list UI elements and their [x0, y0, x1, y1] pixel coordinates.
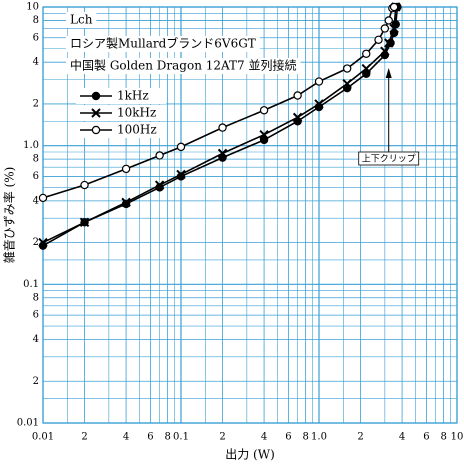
data-point — [121, 164, 131, 174]
annotation: 中国製 Golden Dragon 12AT7 並列接続 — [70, 58, 296, 73]
y-tick-label: 8 — [33, 292, 39, 303]
annotation-bg — [66, 58, 301, 74]
x-tick-label: 8 — [440, 432, 446, 443]
x-tick-label: 2 — [219, 432, 225, 443]
annotation: ロシア製Mullardブランド6V6GT — [70, 36, 256, 51]
y-tick-label: 2 — [33, 376, 39, 387]
x-tick-label: 8 — [164, 432, 170, 443]
data-point — [121, 197, 131, 208]
y-tick-label: 2 — [33, 98, 39, 109]
data-point — [292, 112, 303, 123]
y-axis-title: 雑音ひずみ率 (%) — [2, 167, 17, 264]
data-point — [361, 63, 371, 74]
data-point — [342, 64, 352, 73]
x-tick-label: 0.01 — [32, 432, 54, 443]
data-point — [384, 38, 394, 48]
plot-frame — [42, 6, 458, 424]
x-tick-label: 2 — [357, 432, 363, 443]
data-point — [380, 46, 390, 56]
data-point — [389, 23, 399, 34]
data-point — [342, 78, 352, 89]
legend-label: 100Hz — [117, 123, 157, 137]
data-point — [38, 237, 48, 248]
data-point — [176, 169, 186, 180]
data-point — [80, 180, 89, 190]
data-point — [362, 49, 371, 58]
data-point — [380, 24, 390, 33]
x-axis-title: 出力 (W) — [225, 448, 275, 462]
legend-bg — [76, 88, 166, 104]
legend-label: 10kHz — [117, 106, 156, 120]
legend-marker — [91, 108, 101, 118]
legend-bg — [76, 105, 166, 121]
x-tick-label: 6 — [285, 432, 291, 443]
legend-marker — [91, 91, 101, 101]
y-tick-label: 8 — [33, 154, 39, 165]
x-tick-label: 4 — [261, 432, 267, 443]
y-tick-label: 0.01 — [17, 418, 39, 429]
annotation: Lch — [70, 13, 93, 27]
data-point — [259, 106, 269, 115]
series-line — [42, 6, 395, 199]
data-point — [259, 129, 269, 140]
x-tick-label: 2 — [81, 432, 87, 443]
y-tick-label: 0.1 — [23, 279, 39, 290]
legend-label: 1kHz — [117, 89, 149, 103]
y-tick-label: 2 — [33, 237, 39, 248]
data-point — [293, 91, 302, 100]
callout-arrowhead — [385, 68, 392, 78]
x-tick-label: 0.1 — [173, 432, 189, 443]
x-tick-label: 6 — [147, 432, 153, 443]
y-tick-label: 6 — [33, 171, 39, 182]
data-point — [79, 217, 90, 228]
annotation-bg — [66, 36, 260, 52]
legend-marker — [91, 125, 101, 135]
y-tick-label: 4 — [33, 57, 39, 68]
data-point — [38, 193, 48, 203]
data-point — [374, 35, 383, 45]
y-tick-label: 1.0 — [23, 140, 39, 151]
callout-box — [358, 151, 420, 166]
x-tick-label: 1.0 — [311, 432, 327, 443]
y-tick-label: 6 — [33, 32, 39, 43]
y-tick-label: 4 — [33, 195, 39, 206]
y-tick-label: 4 — [33, 334, 39, 345]
data-point — [389, 2, 399, 12]
legend-bg — [76, 122, 166, 138]
data-point — [384, 16, 393, 25]
data-point — [314, 99, 324, 109]
data-point — [314, 77, 324, 86]
y-tick-label: 10 — [26, 2, 39, 13]
data-point — [176, 142, 186, 152]
data-point — [362, 69, 371, 78]
data-point — [217, 148, 228, 159]
data-point — [154, 180, 165, 190]
annotation-bg — [66, 12, 97, 28]
series-line — [42, 6, 399, 247]
x-tick-label: 4 — [123, 432, 129, 443]
x-tick-label: 6 — [423, 432, 429, 443]
y-tick-label: 6 — [33, 310, 39, 321]
callout-label: 上下クリップ — [362, 154, 416, 165]
data-point — [259, 135, 269, 145]
x-tick-label: 10 — [451, 432, 464, 443]
y-tick-label: 8 — [33, 15, 39, 26]
x-tick-label: 4 — [399, 432, 405, 443]
data-point — [218, 123, 227, 132]
data-point — [155, 151, 164, 160]
x-tick-label: 8 — [302, 432, 308, 443]
